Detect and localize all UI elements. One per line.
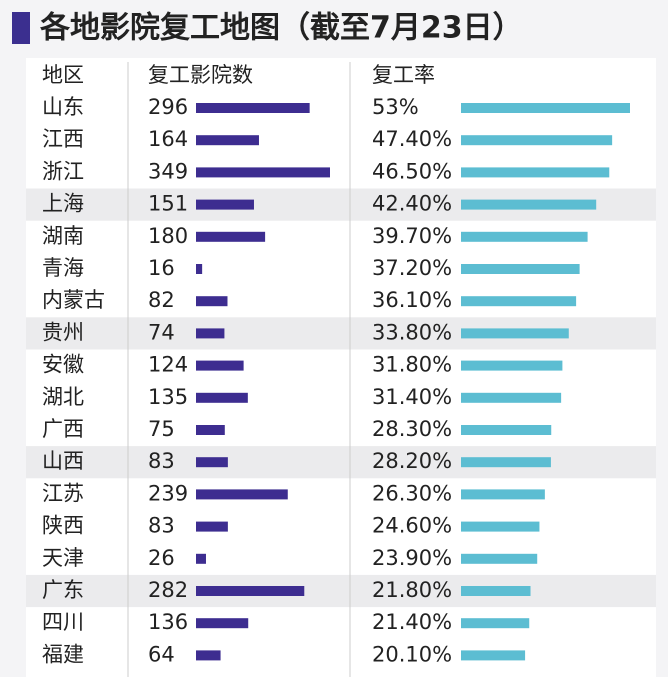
region: 陕西 [42,514,84,538]
cinema-bar [196,167,330,178]
row-shade [26,446,656,479]
rate-bar [461,296,577,307]
cinema-bar [196,360,244,371]
region: 上海 [42,192,84,216]
region: 青海 [42,256,84,280]
cinema-count: 239 [148,481,188,505]
cinema-bar [196,264,203,274]
region: 贵州 [42,320,84,344]
rate: 21.80% [372,578,452,602]
region: 山东 [42,95,84,119]
cinema-bar [196,231,266,242]
rate-bar [461,553,538,564]
rate-bar [461,231,588,242]
rate-bar [461,199,597,210]
rate: 37.20% [372,256,452,280]
rate: 47.40% [372,127,452,151]
cinema-count: 296 [148,95,188,119]
rate-bar [461,489,545,500]
rate-bar [461,103,630,113]
cinema-count: 282 [148,578,188,602]
cinema-count: 349 [148,159,188,183]
rows [26,188,656,608]
region: 浙江 [42,159,84,183]
rate: 31.80% [372,353,452,377]
cinema-count: 64 [148,642,175,666]
cinema-count: 83 [148,449,175,473]
rate: 21.40% [372,610,452,634]
region: 四川 [42,610,84,634]
rate-bar [461,457,551,468]
cinema-bar [196,553,206,564]
region: 江西 [42,127,84,151]
column-header: 复工影院数 [148,63,253,87]
cinema-count: 74 [148,320,175,344]
cinema-count: 83 [148,514,175,538]
cinema-bar [196,328,225,339]
column-header: 复工率 [372,63,435,87]
rate: 20.10% [372,642,452,666]
rate: 33.80% [372,320,452,344]
region: 广西 [42,417,84,441]
rate: 23.90% [372,546,452,570]
column-header: 地区 [42,63,84,87]
title: 各地影院复工地图（截至7月23日） [39,11,523,46]
cinema-count: 151 [148,192,188,216]
title-marker [12,12,30,44]
rate-bar [461,618,530,629]
rate-bar [461,167,610,178]
cinema-bar [196,457,228,468]
rate: 28.30% [372,417,452,441]
region: 湖北 [42,385,84,409]
row-shade [26,574,656,608]
rate: 39.70% [372,224,452,248]
cinema-bar [196,135,259,146]
rate-bar [461,425,552,435]
cinema-count: 16 [148,256,175,280]
cinema-count: 75 [148,417,175,441]
region: 安徽 [42,353,84,377]
cinema-bar [196,392,248,403]
rate-bar [461,392,562,403]
cinema-bar [196,586,305,596]
rate-bar [461,360,563,371]
cinema-count: 164 [148,127,188,151]
region: 天津 [42,546,84,570]
cinema-count: 135 [148,385,188,409]
cinema-count: 124 [148,353,188,377]
rate: 24.60% [372,514,452,538]
region: 江苏 [42,481,84,505]
rate: 28.20% [372,449,452,473]
rate: 42.40% [372,192,452,216]
cinema-count: 136 [148,610,188,634]
region: 山西 [42,449,84,473]
rate-bar [461,264,580,274]
cinema-count: 180 [148,224,188,248]
cinema-bar [196,489,288,500]
region: 福建 [42,642,84,666]
region: 内蒙古 [42,288,105,312]
rate-bar [461,586,531,596]
cinema-bar [196,618,249,629]
rate: 53% [372,95,419,119]
cinema-bar [196,650,221,661]
rate: 36.10% [372,288,452,312]
rate: 46.50% [372,159,452,183]
rate-bar [461,328,569,339]
rate: 26.30% [372,481,452,505]
rate-bar [461,135,613,146]
cinema-count: 82 [148,288,175,312]
rate-bar [461,650,526,661]
cinema-bar [196,521,228,532]
region: 湖南 [42,224,84,248]
cinema-bar [196,103,310,113]
cinema-count: 26 [148,546,175,570]
cinema-bar [196,296,228,307]
region: 广东 [42,578,84,602]
cinema-bar [196,425,225,435]
rate: 31.40% [372,385,452,409]
rate-bar [461,521,540,532]
cinema-bar [196,199,254,210]
